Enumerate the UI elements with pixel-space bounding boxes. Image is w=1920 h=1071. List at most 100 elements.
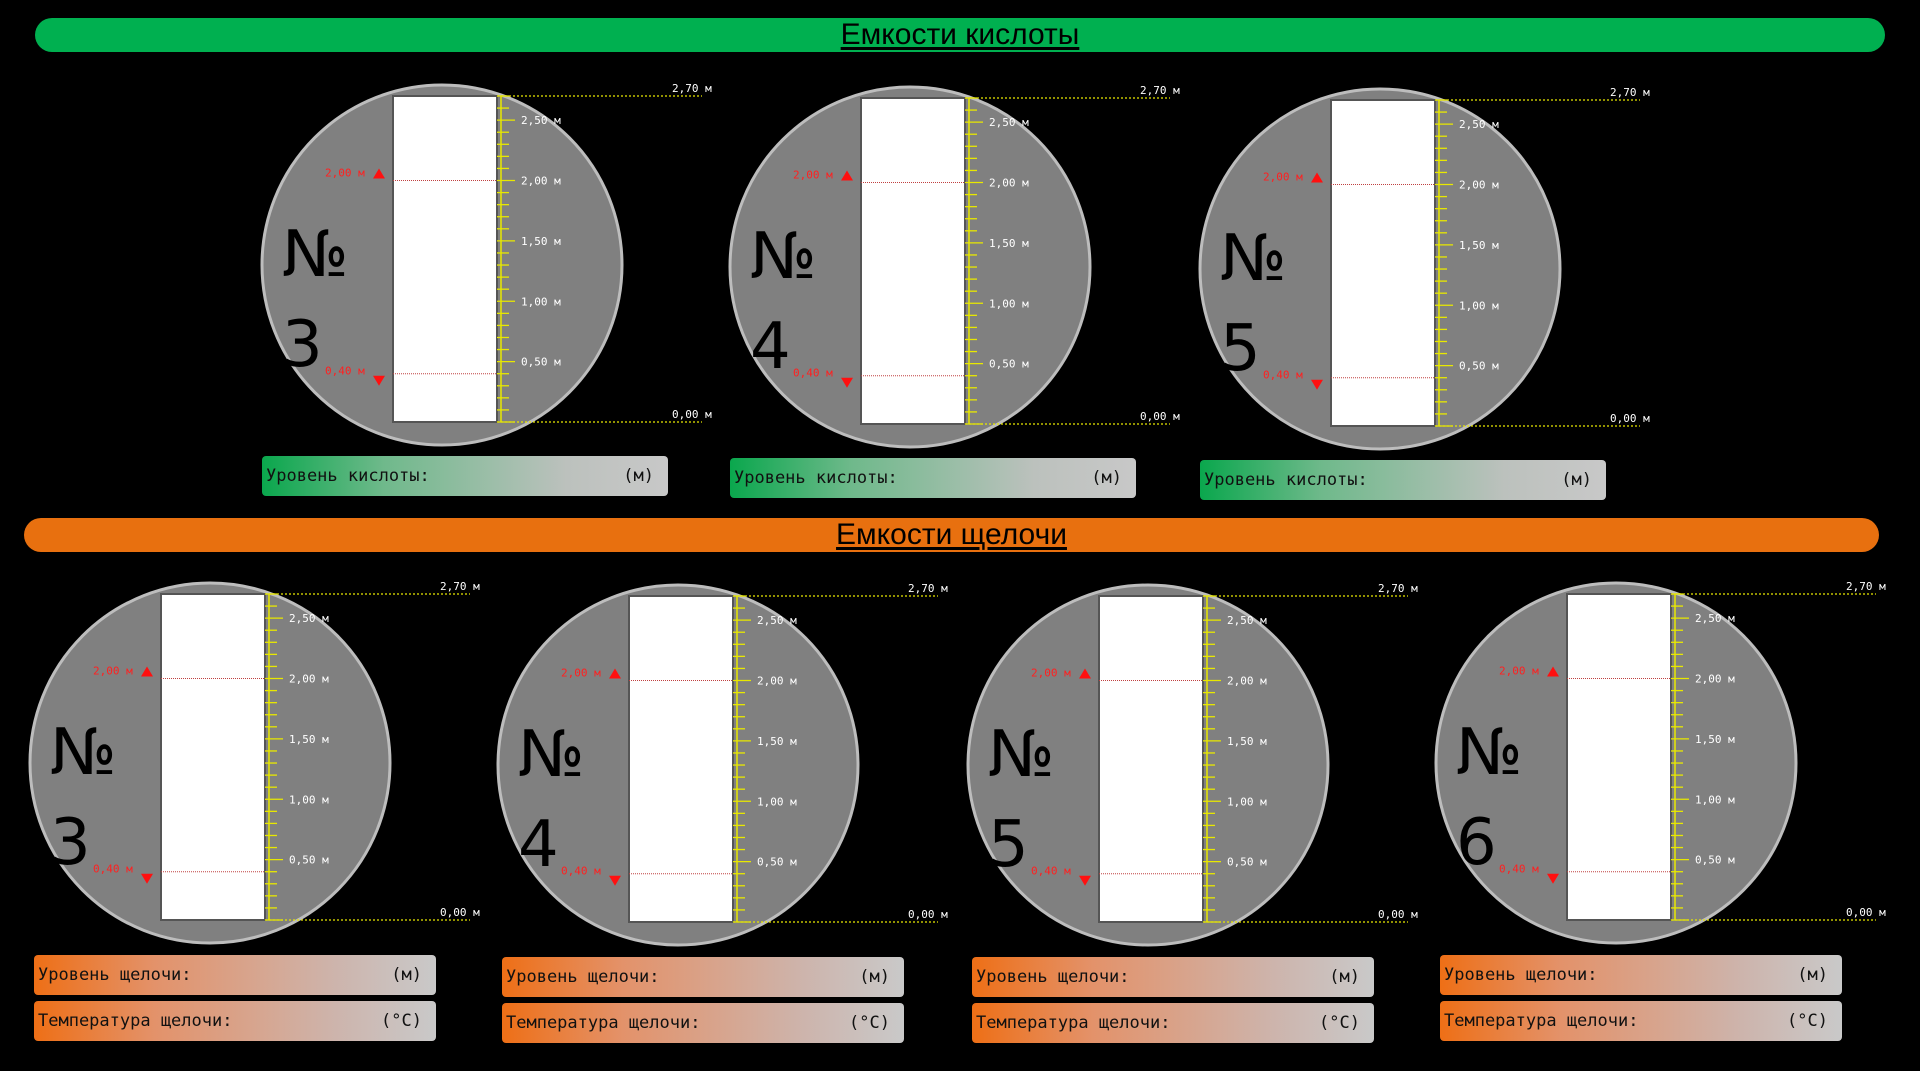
acid-section-title: Емкости кислоты [840, 18, 1080, 51]
scale-label: 2,50 м [521, 114, 561, 127]
scale-label: 1,00 м [289, 793, 329, 806]
low-alarm-label: 0,40 м [793, 367, 833, 380]
low-alarm-label: 0,40 м [325, 365, 365, 378]
high-alarm-label: 2,00 м [793, 169, 833, 182]
alkali-level-readout[interactable]: Уровень щелочи: (м) [502, 957, 904, 997]
high-alarm-label: 2,00 м [93, 665, 133, 678]
alkali-temperature-readout[interactable]: Температура щелочи: (°C) [34, 1001, 436, 1041]
alkali-section-title: Емкости щелочи [836, 518, 1067, 551]
alkali-level-readout[interactable]: Уровень щелочи: (м) [34, 955, 436, 995]
alkali-section-header: Емкости щелочи [24, 518, 1879, 552]
high-alarm-label: 2,00 м [325, 167, 365, 180]
scale-label: 0,50 м [521, 356, 561, 369]
scale-label: 1,00 м [757, 795, 797, 808]
scale-label: 1,50 м [521, 235, 561, 248]
scale-label: 2,50 м [757, 614, 797, 627]
high-alarm-arrow-icon [1547, 666, 1559, 677]
min-level-label: 0,00 м [1378, 908, 1418, 921]
scale-label: 1,00 м [989, 297, 1029, 310]
tank-number: № 5 [988, 718, 1057, 882]
tank-level-column [1098, 595, 1204, 923]
scale-label: 0,50 м [757, 856, 797, 869]
alkali-level-readout[interactable]: Уровень щелочи: (м) [972, 957, 1374, 997]
tank-number: № 4 [518, 718, 587, 882]
scale-label: 0,50 м [289, 854, 329, 867]
scale-label: 1,50 м [1695, 733, 1735, 746]
tank-level-column [628, 595, 734, 923]
acid-section-header: Емкости кислоты [35, 18, 1885, 52]
low-alarm-arrow-icon [1311, 379, 1323, 390]
alkali-level-readout-unit: (м) [1329, 967, 1360, 987]
scale-label: 0,50 м [1227, 856, 1267, 869]
alkali-temperature-readout-unit: (°C) [1319, 1013, 1360, 1033]
alkali-temperature-readout-label: Температура щелочи: [506, 1013, 701, 1033]
high-alarm-label: 2,00 м [1031, 667, 1071, 680]
alkali-level-readout-unit: (м) [1797, 965, 1828, 985]
low-alarm-arrow-icon [609, 875, 621, 886]
tank-level-column [860, 97, 966, 425]
tank-gauge-svg: 2,50 м 2,00 м 1,50 м 1,00 м 0,50 м 2,70 м 0,00… [1434, 580, 1886, 945]
tank-number: № 3 [282, 218, 351, 382]
high-alarm-arrow-icon [141, 666, 153, 677]
scale-label: 0,50 м [1459, 360, 1499, 373]
scale-label: 0,50 м [989, 358, 1029, 371]
alkali-level-readout-unit: (м) [859, 967, 890, 987]
low-alarm-label: 0,40 м [1031, 865, 1071, 878]
scale-label: 1,00 м [521, 295, 561, 308]
tank-gauge-acid: 2,50 м 2,00 м 1,50 м 1,00 м 0,50 м 2,70 м 0,00… [1198, 84, 1650, 454]
tank-gauge-alkali: 2,50 м 2,00 м 1,50 м 1,00 м 0,50 м 2,70 м 0,00… [966, 580, 1418, 950]
scale-label: 2,00 м [989, 177, 1029, 190]
tank-gauge-svg: 2,50 м 2,00 м 1,50 м 1,00 м 0,50 м 2,70 м 0,00… [1198, 86, 1650, 451]
tank-level-column [392, 95, 498, 423]
tank-gauge-svg: 2,50 м 2,00 м 1,50 м 1,00 м 0,50 м 2,70 м 0,00… [728, 84, 1180, 449]
alkali-temperature-readout-label: Температура щелочи: [38, 1011, 233, 1031]
high-alarm-arrow-icon [1079, 668, 1091, 679]
alkali-level-readout[interactable]: Уровень щелочи: (м) [1440, 955, 1842, 995]
alkali-temperature-readout-unit: (°C) [381, 1011, 422, 1031]
alkali-temperature-readout[interactable]: Температура щелочи: (°C) [1440, 1001, 1842, 1041]
acid-level-readout[interactable]: Уровень кислоты: (м) [730, 458, 1136, 498]
tank-gauge-acid: 2,50 м 2,00 м 1,50 м 1,00 м 0,50 м 2,70 м 0,00… [260, 80, 712, 450]
high-alarm-label: 2,00 м [561, 667, 601, 680]
scale-label: 1,50 м [757, 735, 797, 748]
scale-label: 1,00 м [1227, 795, 1267, 808]
scale-label: 2,00 м [1227, 675, 1267, 688]
min-level-label: 0,00 м [440, 906, 480, 919]
max-level-label: 2,70 м [672, 82, 712, 95]
tank-gauge-svg: 2,50 м 2,00 м 1,50 м 1,00 м 0,50 м 2,70 м 0,00… [28, 580, 480, 945]
scale-label: 2,50 м [1695, 612, 1735, 625]
tank-level-column [1330, 99, 1436, 427]
low-alarm-label: 0,40 м [561, 865, 601, 878]
max-level-label: 2,70 м [1378, 582, 1418, 595]
alkali-level-readout-label: Уровень щелочи: [38, 965, 192, 985]
tank-gauge-svg: 2,50 м 2,00 м 1,50 м 1,00 м 0,50 м 2,70 м 0,00… [496, 582, 948, 947]
alkali-temperature-readout-label: Температура щелочи: [1444, 1011, 1639, 1031]
scale-label: 1,00 м [1459, 299, 1499, 312]
scale-label: 2,00 м [521, 175, 561, 188]
alkali-temperature-readout[interactable]: Температура щелочи: (°C) [502, 1003, 904, 1043]
high-alarm-arrow-icon [609, 668, 621, 679]
scale-label: 2,50 м [1227, 614, 1267, 627]
tank-level-column [1566, 593, 1672, 921]
max-level-label: 2,70 м [1846, 580, 1886, 593]
low-alarm-arrow-icon [373, 375, 385, 386]
scale-label: 1,50 м [1227, 735, 1267, 748]
low-alarm-label: 0,40 м [1263, 369, 1303, 382]
acid-level-readout[interactable]: Уровень кислоты: (м) [262, 456, 668, 496]
scale-label: 2,00 м [757, 675, 797, 688]
acid-level-readout-unit: (м) [1091, 468, 1122, 488]
alkali-temperature-readout[interactable]: Температура щелочи: (°C) [972, 1003, 1374, 1043]
max-level-label: 2,70 м [440, 580, 480, 593]
acid-level-readout-unit: (м) [1561, 470, 1592, 490]
alkali-level-readout-unit: (м) [391, 965, 422, 985]
scale-label: 1,50 м [989, 237, 1029, 250]
acid-level-readout-label: Уровень кислоты: [266, 466, 430, 486]
max-level-label: 2,70 м [908, 582, 948, 595]
alkali-level-readout-label: Уровень щелочи: [976, 967, 1130, 987]
tank-gauge-alkali: 2,50 м 2,00 м 1,50 м 1,00 м 0,50 м 2,70 м 0,00… [496, 580, 948, 950]
tank-gauge-alkali: 2,50 м 2,00 м 1,50 м 1,00 м 0,50 м 2,70 м 0,00… [28, 578, 480, 948]
low-alarm-arrow-icon [141, 873, 153, 884]
acid-level-readout[interactable]: Уровень кислоты: (м) [1200, 460, 1606, 500]
low-alarm-arrow-icon [841, 377, 853, 388]
tank-gauge-svg: 2,50 м 2,00 м 1,50 м 1,00 м 0,50 м 2,70 м 0,00… [260, 82, 712, 447]
